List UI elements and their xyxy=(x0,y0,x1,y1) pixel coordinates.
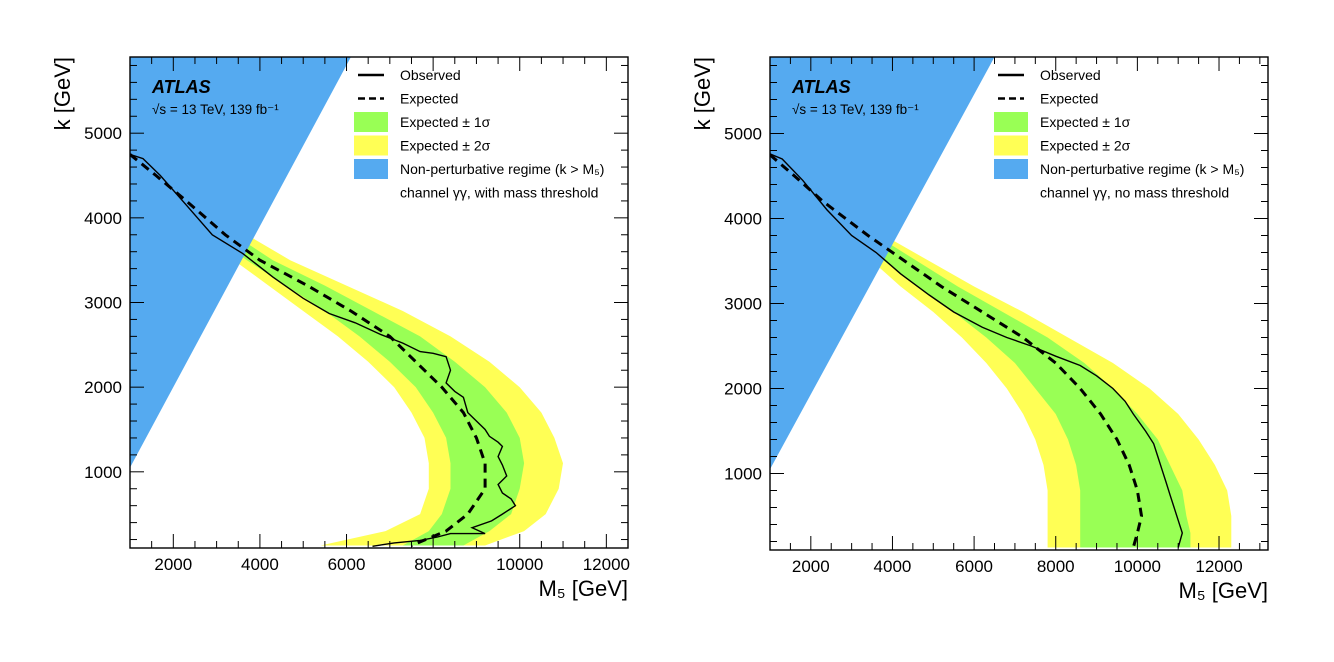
legend-box-swatch xyxy=(354,135,388,156)
legend-entry: channel γγ, no mass threshold xyxy=(1040,185,1229,201)
experiment-label: ATLAS xyxy=(151,77,211,97)
legend-entry: Expected xyxy=(400,91,458,107)
x-axis-title: M₅ [GeV] xyxy=(1178,578,1268,603)
y-tick-label: 5000 xyxy=(84,124,122,143)
legend-entry: Non-perturbative regime (k > M₅) xyxy=(400,161,604,177)
legend-box-swatch xyxy=(354,159,388,179)
plot-area xyxy=(770,57,1232,548)
y-axis-title: k [GeV] xyxy=(50,57,75,130)
legend-entry: Non-perturbative regime (k > M₅) xyxy=(1040,161,1244,177)
y-tick-label: 3000 xyxy=(84,294,122,313)
chart-panel-1: 2000 4000 6000 8000 10000 12000 1000 2000 3000 40… xyxy=(50,56,630,601)
energy-label: √s = 13 TeV, 139 fb⁻¹ xyxy=(792,102,919,117)
energy-label: √s = 13 TeV, 139 fb⁻¹ xyxy=(152,102,279,117)
band-1sigma xyxy=(130,154,525,546)
observed-line xyxy=(130,153,517,547)
x-tick-label: 2000 xyxy=(154,555,192,574)
y-tick-label: 2000 xyxy=(724,380,762,399)
legend-entry: Expected ± 2σ xyxy=(400,138,491,154)
plot-area xyxy=(130,57,563,547)
nonperturbative-region xyxy=(770,57,995,470)
legend-entry: Expected ± 1σ xyxy=(400,114,491,130)
x-axis-title: M₅ [GeV] xyxy=(538,576,628,601)
observed-line xyxy=(770,153,1184,548)
x-tick-label: 2000 xyxy=(792,557,830,576)
x-tick-label: 4000 xyxy=(874,557,912,576)
y-tick-label: 5000 xyxy=(724,125,762,144)
expected-line xyxy=(130,153,487,547)
x-tick-label: 10000 xyxy=(496,555,543,574)
legend-box-swatch xyxy=(994,135,1028,156)
y-tick-label: 3000 xyxy=(724,295,762,314)
y-tick-label: 2000 xyxy=(84,378,122,397)
legend-entry: Expected xyxy=(1040,91,1098,107)
y-tick-label: 4000 xyxy=(724,210,762,229)
experiment-label: ATLAS xyxy=(791,77,851,97)
y-tick-label: 1000 xyxy=(84,463,122,482)
y-tick-label: 4000 xyxy=(84,209,122,228)
x-tick-label: 10000 xyxy=(1114,557,1161,576)
legend-box-swatch xyxy=(354,112,388,132)
x-tick-label: 6000 xyxy=(955,557,993,576)
y-axis-title: k [GeV] xyxy=(690,57,715,130)
x-tick-label: 4000 xyxy=(241,555,279,574)
legend-entry: channel γγ, with mass threshold xyxy=(400,185,598,201)
x-tick-label: 8000 xyxy=(414,555,452,574)
expected-line xyxy=(770,153,1144,548)
legend-entry: Expected ± 2σ xyxy=(1040,138,1131,154)
x-tick-label: 12000 xyxy=(583,555,630,574)
x-tick-label: 12000 xyxy=(1195,557,1242,576)
legend-box-swatch xyxy=(994,112,1028,132)
y-tick-label: 1000 xyxy=(724,465,762,484)
legend-entry: Observed xyxy=(1040,67,1101,83)
chart-panel-2: 2000 4000 6000 8000 10000 12000 1000 2000 3000 40… xyxy=(690,56,1269,603)
legend-entry: Observed xyxy=(400,67,461,83)
nonperturbative-region xyxy=(130,57,351,468)
x-tick-label: 8000 xyxy=(1037,557,1075,576)
legend-box-swatch xyxy=(994,159,1028,179)
x-tick-label: 6000 xyxy=(328,555,366,574)
legend-entry: Expected ± 1σ xyxy=(1040,114,1131,130)
